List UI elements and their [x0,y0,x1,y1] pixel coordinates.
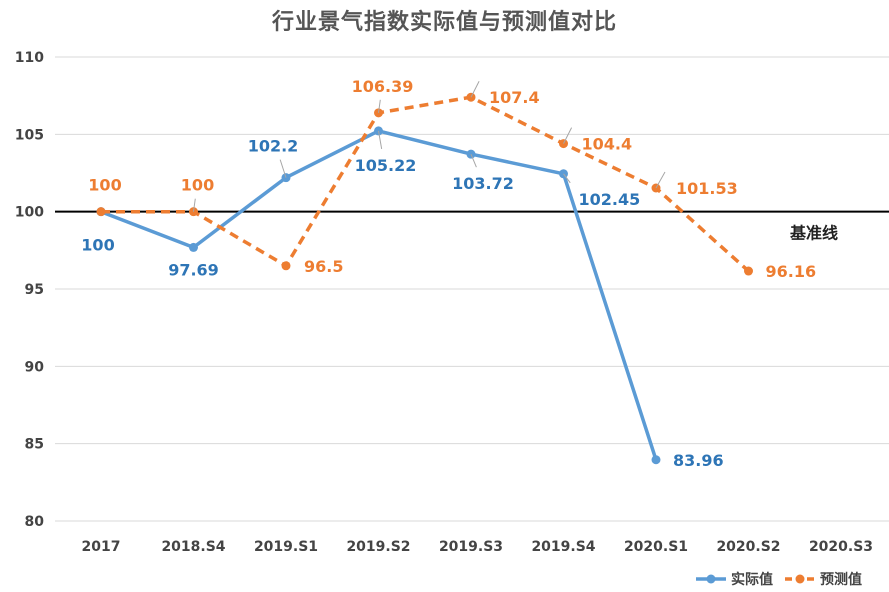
data-label: 100 [81,236,114,255]
x-tick-label: 2019.S3 [439,539,503,555]
label-leader-line [279,159,287,178]
data-label: 101.53 [676,179,738,198]
data-point [96,207,106,217]
x-tick-label: 2018.S4 [161,539,225,555]
legend-marker-actual [706,574,716,584]
y-tick-label: 85 [25,437,44,453]
legend-label-forecast: 预测值 [820,571,862,588]
data-point [651,455,661,465]
x-tick-label: 2020.S2 [716,539,780,555]
label-leader-line [378,99,381,113]
x-tick-label: 2019.S2 [346,539,410,555]
data-label: 102.2 [248,137,299,156]
data-label: 100 [181,176,214,195]
legend-marker-forecast [795,574,805,584]
data-point [744,266,753,276]
x-tick-label: 2019.S4 [531,539,595,555]
data-point [189,242,198,252]
data-label: 102.45 [579,190,641,209]
data-label: 100 [88,176,121,195]
series-line-forecast [101,95,750,273]
label-leader-line [655,171,666,189]
label-leader-line [193,198,196,212]
label-leader-line [470,153,477,168]
data-point [281,261,291,271]
data-label: 104.4 [582,135,633,154]
y-tick-label: 90 [25,359,45,375]
x-tick-label: 2020.S3 [809,539,873,555]
legend-label-actual: 实际值 [731,571,773,588]
label-leader-line [563,127,573,144]
label-leader-line [470,80,480,98]
y-tick-label: 80 [25,514,45,530]
data-label: 106.39 [352,77,414,96]
x-tick-label: 2020.S1 [624,539,688,555]
y-tick-label: 110 [15,50,44,66]
y-tick-label: 100 [15,205,44,221]
y-tick-label: 105 [15,127,44,143]
y-tick-label: 95 [25,282,44,298]
data-label: 97.69 [168,260,219,279]
label-leader-line [378,130,383,150]
data-label: 105.22 [355,156,417,175]
label-leader-line [563,173,571,184]
data-label: 96.5 [304,257,343,276]
data-label: 107.4 [489,88,540,107]
data-label: 83.96 [673,451,724,470]
x-tick-label: 2019.S1 [254,539,318,555]
baseline-label: 基准线 [789,224,838,243]
x-tick-label: 2017 [82,539,121,555]
data-label: 96.16 [766,262,817,281]
data-label: 103.72 [452,174,514,193]
chart-title: 行业景气指数实际值与预测值对比 [271,10,617,35]
